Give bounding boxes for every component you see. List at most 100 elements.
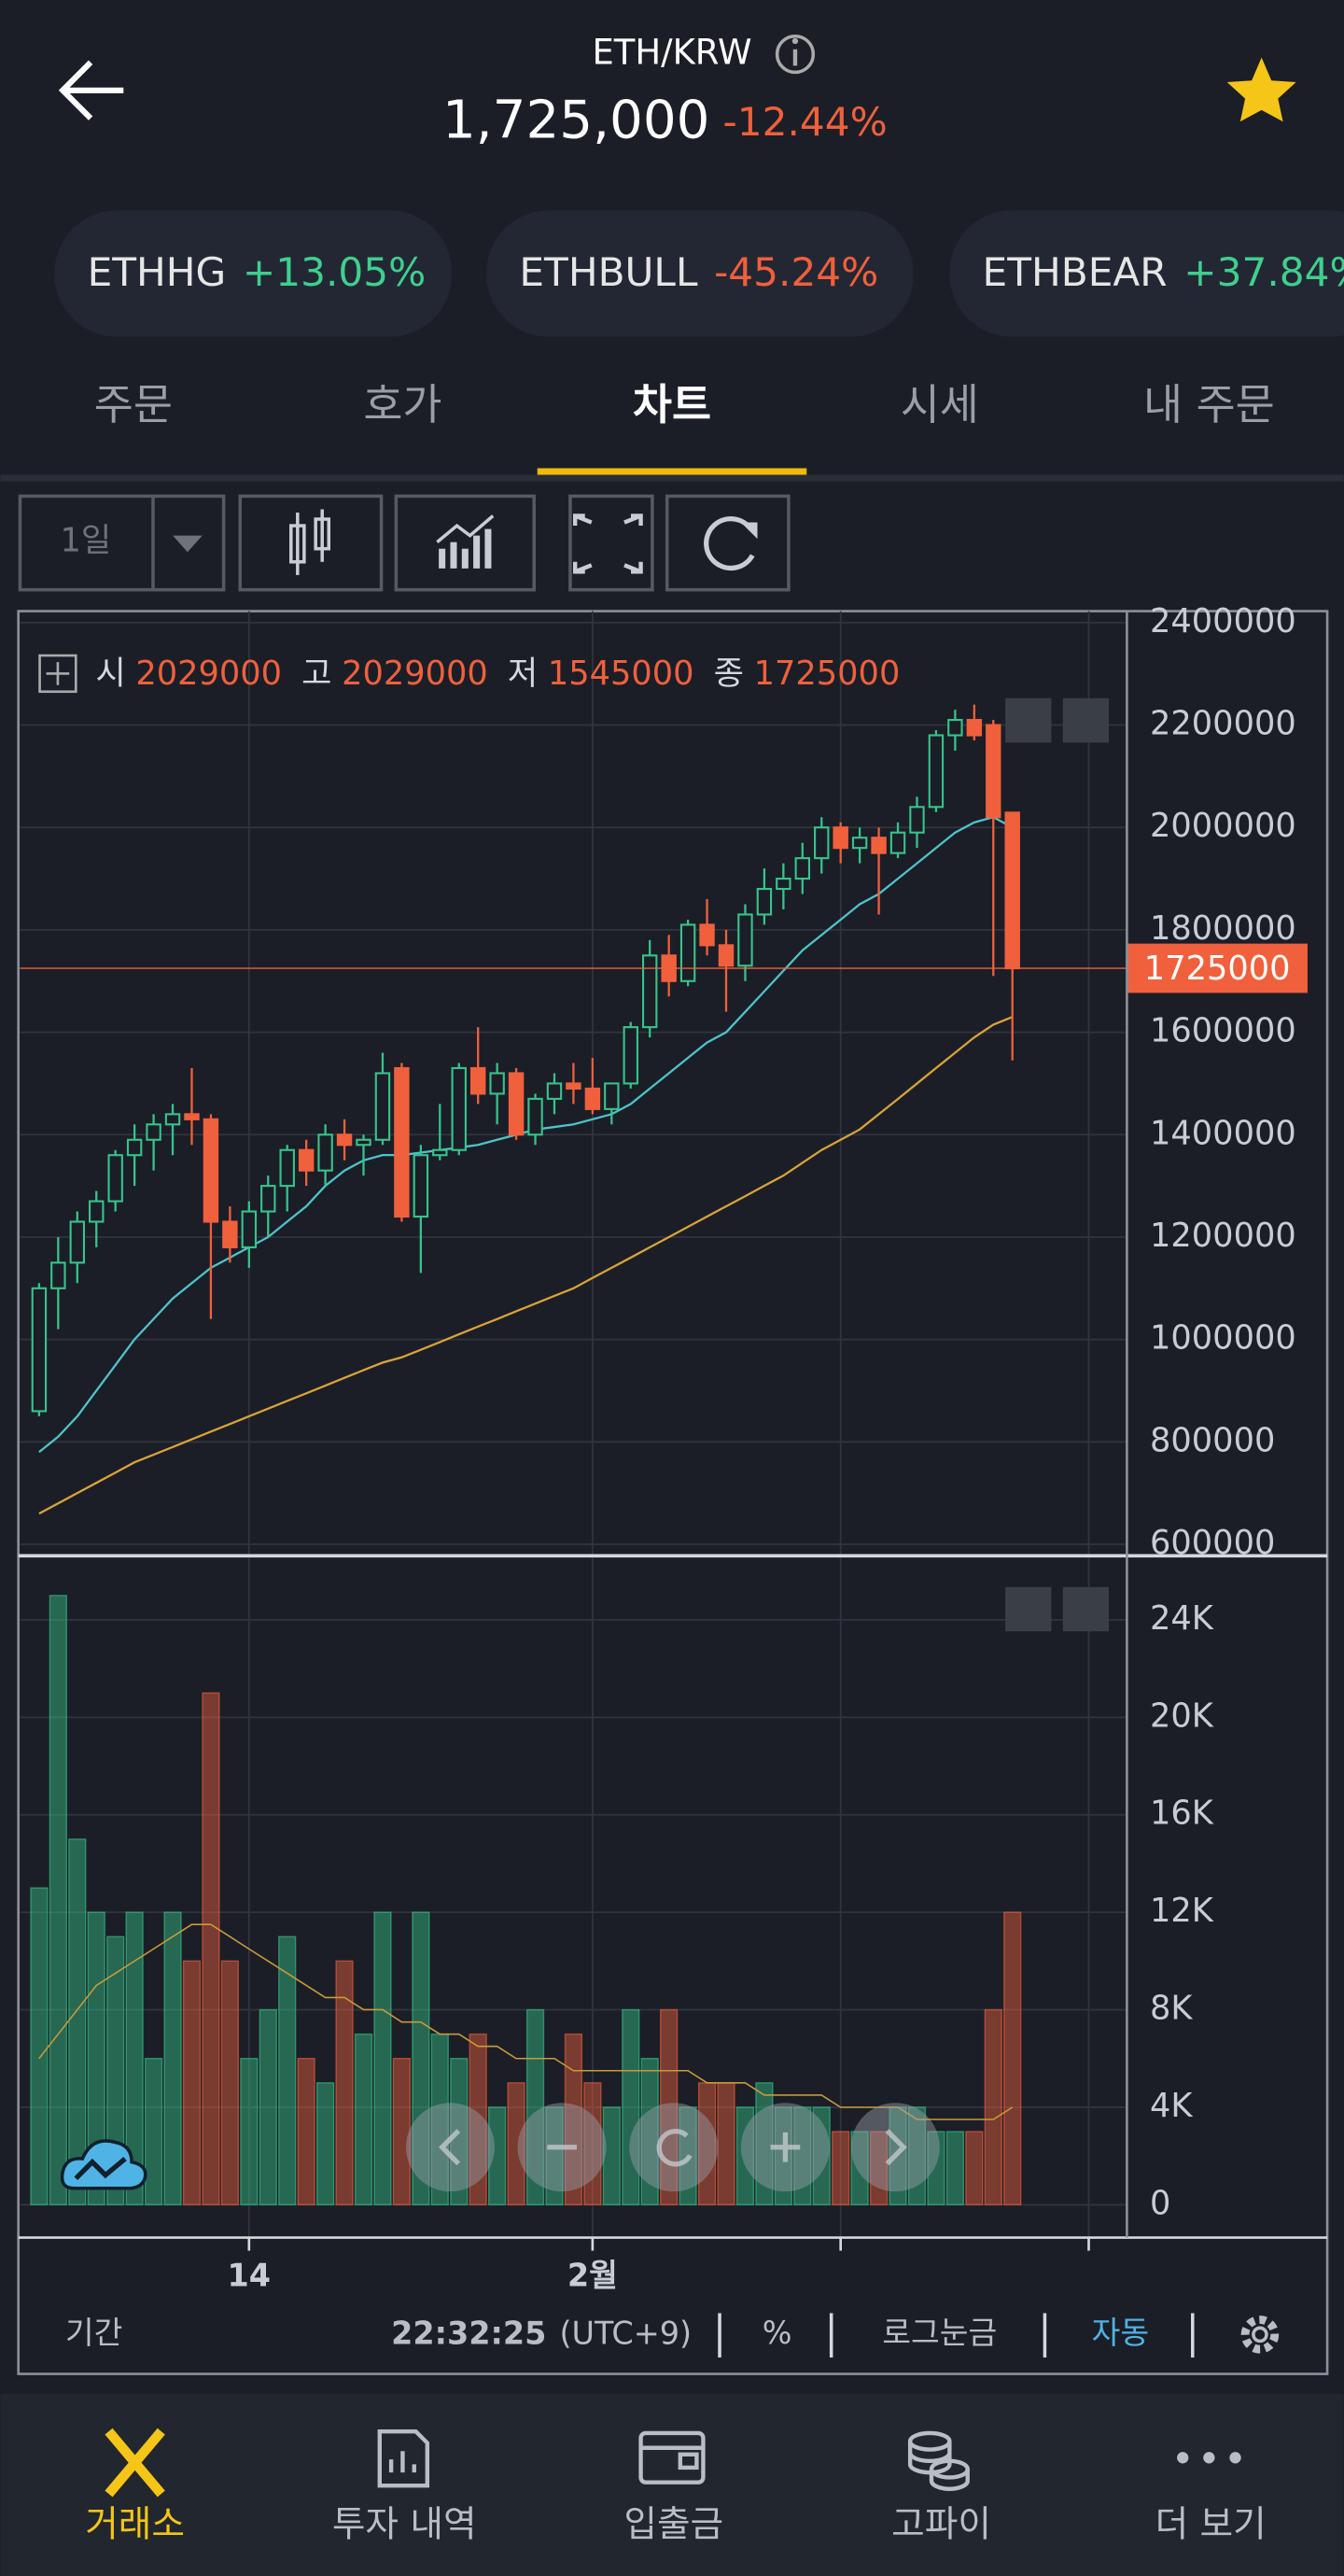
candle-body (394, 1066, 410, 1218)
candle-body (794, 857, 811, 880)
candle-body (203, 1118, 219, 1223)
volume-bar (850, 2131, 869, 2206)
volume-bar (945, 2131, 964, 2206)
favorite-star[interactable] (1226, 57, 1296, 122)
interval: 1일 (60, 522, 111, 560)
volume-tick-label: 24K (1150, 1599, 1214, 1638)
dropdown-icon (173, 535, 203, 553)
volume-bar (660, 2008, 679, 2206)
back-button[interactable] (58, 60, 124, 120)
log-toggle[interactable]: 로그눈금 (882, 2315, 997, 2351)
candle-body (604, 1082, 620, 1110)
volume-bar (125, 1911, 144, 2206)
settings-icon[interactable] (1240, 2316, 1280, 2354)
nav-label[interactable]: 입출금 (623, 2504, 723, 2546)
candle-body (718, 944, 735, 967)
chart-frame (17, 610, 1329, 2375)
related-label: ETHBULL -45.24% (519, 248, 878, 294)
toolbar (18, 494, 791, 592)
tab[interactable]: 차트 (633, 380, 711, 429)
volume-tick-label: 8K (1150, 1990, 1193, 2028)
candle-body (298, 1148, 315, 1172)
candle-body (50, 1261, 66, 1289)
candle-body (260, 1185, 276, 1213)
volume-bar (315, 2082, 335, 2206)
pair: ETH/KRW (592, 33, 751, 73)
candle-body (469, 1066, 486, 1095)
volume-tick-label: 16K (1150, 1795, 1214, 1833)
volume-bar (469, 2033, 487, 2206)
y-tick-label: 1600000 (1150, 1012, 1296, 1050)
candle-body (241, 1210, 258, 1248)
candle-body (623, 1026, 638, 1085)
volume-bar (1003, 1911, 1022, 2206)
candle-body (336, 1133, 353, 1147)
nav-label[interactable]: 거래소 (85, 2504, 185, 2546)
period-label[interactable]: 기간 (65, 2315, 123, 2351)
volume-bar (30, 1887, 49, 2206)
fullscreen-button[interactable] (568, 494, 654, 592)
candle-body (814, 826, 830, 860)
tab[interactable]: 호가 (363, 380, 441, 429)
price-change: -12.44% (723, 99, 888, 145)
related-label: ETHBEAR+37.84% (983, 248, 1344, 294)
y-tick-label: 1400000 (1150, 1114, 1296, 1152)
nav-label[interactable]: 고파이 (891, 2504, 991, 2546)
candle-body (31, 1287, 48, 1413)
volume-bar (144, 2058, 163, 2206)
volume-bar (869, 2131, 889, 2206)
candle-body (451, 1066, 467, 1151)
volume-bar (583, 2082, 602, 2206)
indicator-icon (436, 514, 495, 569)
tab-bar: 주문 호가 차트 시세 내 주문 (94, 380, 1275, 477)
chart-type-button[interactable] (238, 494, 384, 592)
logo (60, 2139, 147, 2190)
candle-body (737, 913, 753, 967)
volume-bar (373, 1911, 392, 2206)
clock: 22:32:25 (UTC+9) (391, 2315, 692, 2351)
related-pill[interactable] (54, 210, 453, 337)
candle-body (126, 1138, 143, 1157)
interval-select[interactable] (18, 494, 226, 592)
pane-buttons[interactable] (1005, 697, 1110, 1632)
tab[interactable]: 시세 (901, 380, 979, 429)
related-pill[interactable] (486, 210, 914, 337)
y-tick-label: 1200000 (1150, 1217, 1296, 1255)
candle-body (107, 1154, 123, 1203)
percent-toggle[interactable]: % (763, 2315, 792, 2351)
candle-body (69, 1220, 86, 1264)
legend-icon (38, 654, 77, 694)
auto-toggle[interactable]: 자동 (1092, 2315, 1150, 2351)
tab[interactable]: 주문 (94, 380, 173, 429)
volume-bar (545, 2106, 564, 2206)
indicator-button[interactable] (394, 494, 536, 592)
volume-bar (602, 2106, 621, 2206)
volume-bar (297, 2058, 315, 2206)
candle-body (909, 806, 925, 834)
related-pill[interactable] (949, 210, 1344, 337)
candle-body (851, 837, 868, 850)
nav-label[interactable]: 더 보기 (1155, 2504, 1267, 2546)
volume-bar (182, 1960, 202, 2206)
candle-body (1004, 811, 1020, 970)
tab[interactable]: 내 주문 (1143, 380, 1275, 429)
candle-body (89, 1200, 105, 1223)
volume-tick-label: 20K (1150, 1696, 1214, 1735)
moving-average (38, 1923, 1014, 2120)
volume-tick-label: 12K (1150, 1892, 1214, 1930)
refresh-button[interactable] (665, 494, 791, 592)
candle-body (679, 923, 696, 982)
candle-body (184, 1113, 200, 1120)
candle-body (947, 719, 963, 737)
bottom-nav (0, 2393, 1344, 2576)
volume-bar (259, 2008, 277, 2206)
info-icon[interactable] (775, 34, 816, 75)
nav-label[interactable]: 투자 내역 (332, 2504, 477, 2546)
volume-bar (755, 2082, 774, 2206)
volume-tick-label: 4K (1150, 2087, 1193, 2125)
candle-body (889, 831, 906, 854)
tab-indicator (537, 468, 807, 477)
y-tick-label: 2400000 (1150, 602, 1296, 640)
price: 1,725,000 (442, 91, 710, 151)
